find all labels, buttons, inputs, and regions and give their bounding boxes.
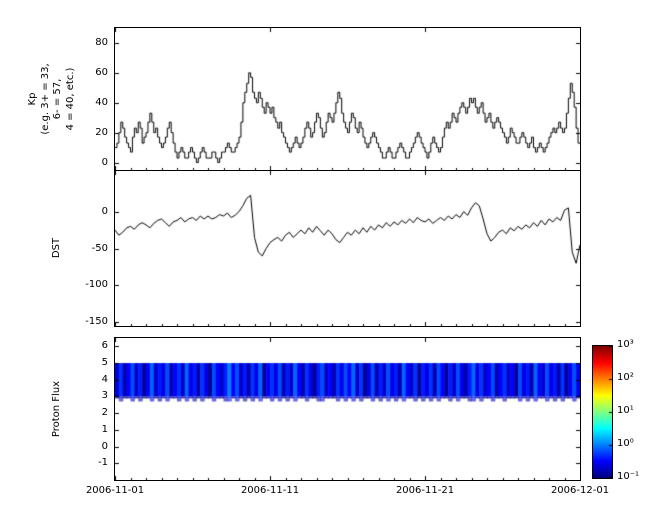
x-tick-label: 2006-11-11 <box>240 485 300 496</box>
kp-ytick-label: 20 <box>95 126 108 138</box>
proton-ytick-label: 0 <box>101 440 108 452</box>
proton-canvas <box>115 338 580 480</box>
kp-ytick-label: 40 <box>95 96 108 108</box>
dst-ytick-label: -50 <box>91 242 108 254</box>
x-tick-label: 2006-11-01 <box>85 485 145 496</box>
proton-flux-panel <box>114 337 581 481</box>
proton-ytick-label: 1 <box>101 423 108 435</box>
colorbar-tick-label: 10⁻¹ <box>617 471 640 482</box>
dst-ytick-label: 0 <box>101 205 108 217</box>
x-tick-label: 2006-12-01 <box>550 485 610 496</box>
kp-ytick-label: 80 <box>95 36 108 48</box>
colorbar-tick-label: 10² <box>617 372 634 383</box>
x-tick-label: 2006-11-21 <box>395 485 455 496</box>
proton-ytick-label: 4 <box>101 373 108 385</box>
dst-ytick-label: -100 <box>85 279 108 291</box>
proton-ytick-label: 5 <box>101 357 108 369</box>
colorbar-tick-label: 10⁰ <box>617 438 634 449</box>
proton-ytick-label: 2 <box>101 407 108 419</box>
colorbar-tick-label: 10¹ <box>617 405 634 416</box>
proton-ytick-label: -1 <box>98 457 108 469</box>
colorbar <box>592 345 613 479</box>
kp-ytick-label: 60 <box>95 66 108 78</box>
dst-panel <box>114 170 581 327</box>
dst-ytick-label: -150 <box>85 316 108 328</box>
colorbar-canvas <box>593 346 612 478</box>
proton-ytick-label: 3 <box>101 390 108 402</box>
dst-canvas <box>115 171 580 326</box>
kp-ytick-label: 0 <box>101 156 108 168</box>
colorbar-tick-label: 10³ <box>617 339 634 350</box>
kp-panel <box>114 27 581 171</box>
proton-ytick-label: 6 <box>101 340 108 352</box>
kp-canvas <box>115 28 580 170</box>
